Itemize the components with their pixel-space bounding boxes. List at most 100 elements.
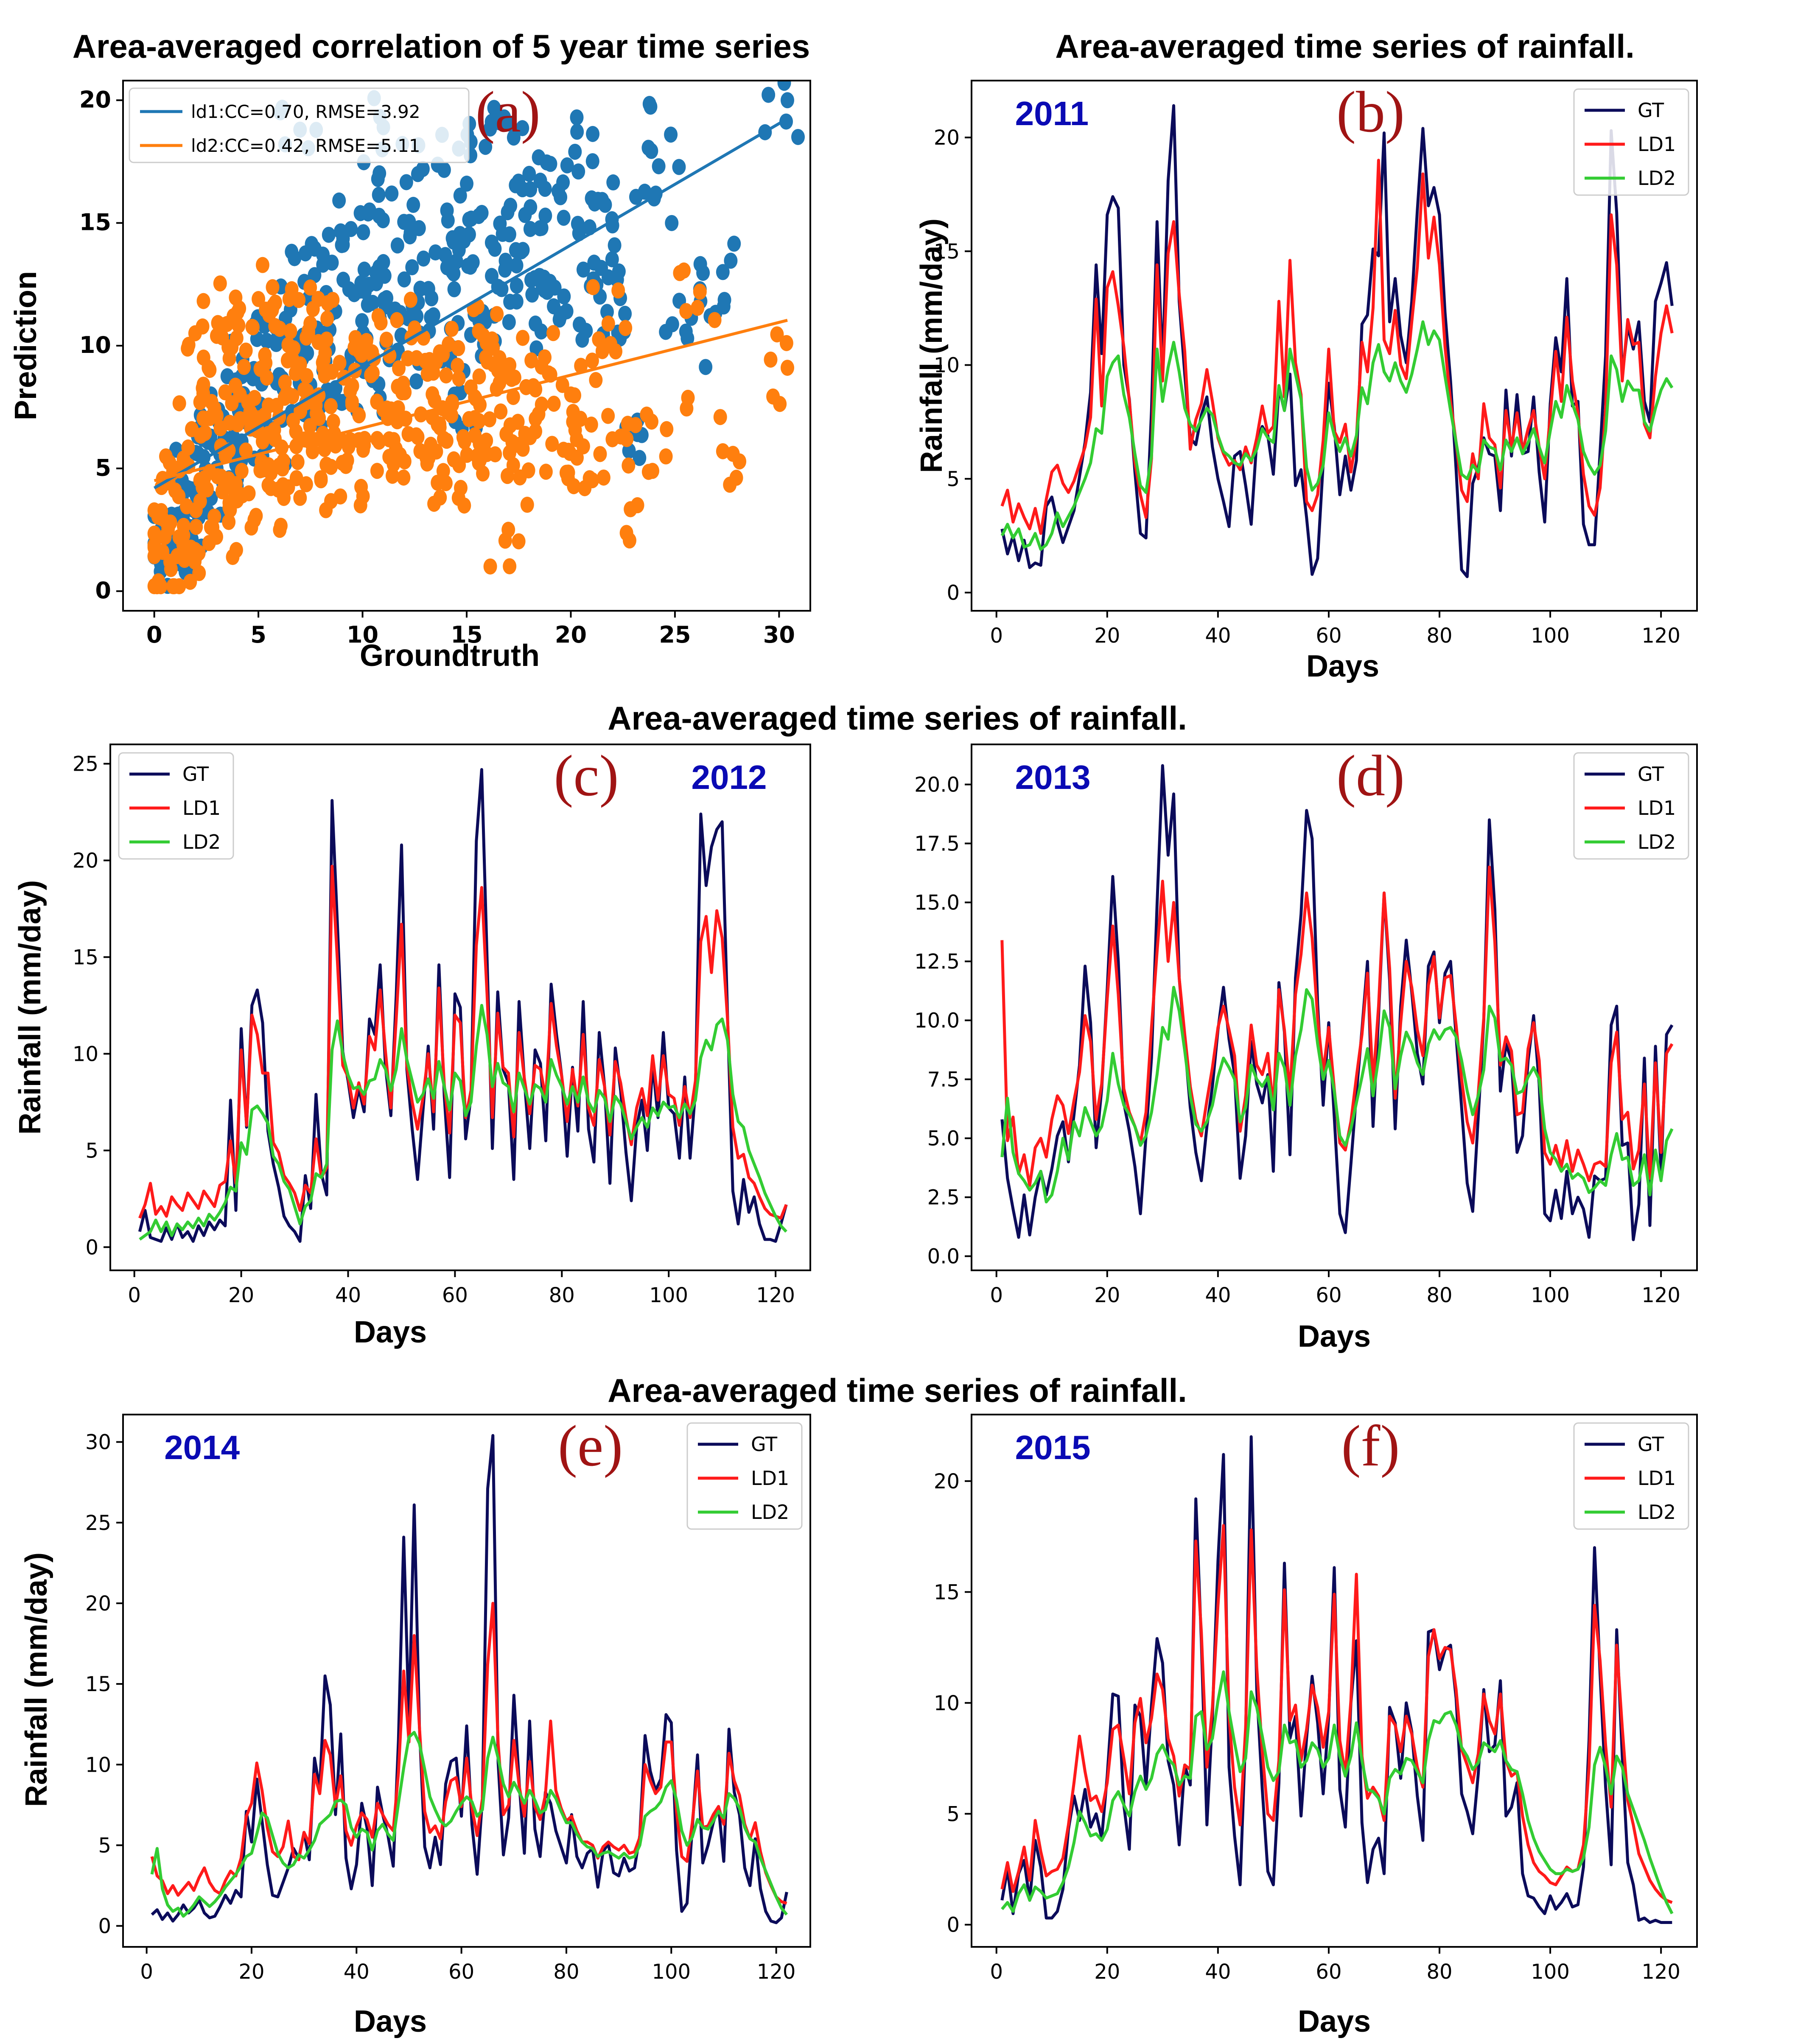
scatter-point bbox=[538, 207, 552, 224]
legend-box bbox=[129, 87, 470, 163]
scatter-point bbox=[378, 268, 392, 284]
scatter-point bbox=[546, 325, 560, 341]
scatter-point bbox=[621, 416, 635, 432]
scatter-point bbox=[382, 449, 396, 465]
x-tick-label: 20 bbox=[228, 1283, 254, 1307]
legend-entry: GT bbox=[1638, 1433, 1664, 1456]
plot-area-d bbox=[1000, 764, 1674, 1241]
scatter-point bbox=[608, 237, 622, 254]
scatter-point bbox=[726, 446, 740, 462]
scatter-point bbox=[384, 401, 398, 418]
scatter-point bbox=[300, 368, 314, 384]
scatter-point bbox=[493, 350, 507, 366]
plot-area-c bbox=[138, 768, 788, 1243]
scatter-point bbox=[420, 366, 434, 382]
scatter-point bbox=[419, 449, 433, 466]
scatter-point bbox=[340, 452, 354, 469]
y-tick-label: 15 bbox=[934, 240, 960, 263]
series-line-ld1 bbox=[150, 1602, 787, 1905]
panel-label: (f) bbox=[1341, 1413, 1400, 1478]
y-tick-label: 25 bbox=[85, 1511, 111, 1535]
y-tick-label: 10 bbox=[934, 1692, 960, 1715]
scatter-point bbox=[693, 283, 707, 300]
series-line-ld1 bbox=[1000, 865, 1674, 1187]
scatter-point bbox=[762, 87, 776, 103]
y-tick-label: 12.5 bbox=[914, 950, 960, 974]
scatter-point bbox=[781, 92, 794, 109]
scatter-point bbox=[292, 292, 306, 308]
panel-c: 0 20 40 60 80 100 120 0 5 10 15 20 25 Days Rainfall (m… bbox=[13, 743, 811, 1349]
scatter-point bbox=[325, 254, 339, 271]
x-tick-label: 40 bbox=[1205, 624, 1231, 648]
scatter-point bbox=[764, 351, 778, 368]
scatter-point bbox=[258, 407, 272, 423]
scatter-point bbox=[286, 388, 300, 405]
scatter-point bbox=[457, 232, 471, 249]
scatter-point bbox=[592, 331, 606, 347]
scatter-point bbox=[677, 262, 691, 279]
scatter-point bbox=[485, 331, 499, 348]
scatter-point bbox=[494, 403, 508, 420]
scatter-point bbox=[226, 480, 240, 497]
scatter-point bbox=[601, 315, 615, 332]
scatter-point bbox=[618, 305, 632, 322]
y-tick-label: 0 bbox=[98, 1915, 111, 1938]
y-tick-label: 5 bbox=[98, 1834, 111, 1857]
y-tick-label: 5 bbox=[95, 454, 111, 481]
x-tick-label: 60 bbox=[1316, 624, 1341, 648]
x-tick-label: 80 bbox=[1426, 624, 1452, 648]
scatter-point bbox=[445, 321, 459, 337]
scatter-point bbox=[293, 356, 307, 373]
panel-label: (d) bbox=[1336, 743, 1405, 808]
scatter-point bbox=[566, 404, 580, 420]
scatter-point bbox=[393, 447, 407, 463]
scatter-point bbox=[314, 470, 328, 487]
scatter-point bbox=[403, 291, 417, 308]
scatter-point bbox=[385, 185, 399, 202]
x-tick-label: 80 bbox=[1426, 1960, 1452, 1984]
y-tick-label: 0 bbox=[947, 581, 960, 605]
scatter-point bbox=[779, 335, 793, 351]
scatter-point bbox=[506, 389, 520, 405]
scatter-point bbox=[245, 319, 259, 335]
scatter-point bbox=[644, 98, 658, 115]
scatter-point bbox=[299, 476, 313, 492]
scatter-point bbox=[392, 360, 406, 377]
scatter-point bbox=[358, 283, 372, 299]
scatter-point bbox=[440, 202, 454, 219]
legend-entry: LD1 bbox=[182, 797, 221, 819]
y-tick-label: 15 bbox=[79, 209, 111, 236]
scatter-point bbox=[547, 395, 561, 412]
scatter-point bbox=[660, 421, 674, 437]
scatter-point bbox=[147, 548, 161, 565]
plot-area-e bbox=[150, 1434, 788, 1924]
scatter-point bbox=[446, 233, 460, 250]
scatter-point bbox=[529, 423, 543, 439]
scatter-point bbox=[326, 414, 340, 430]
scatter-point bbox=[540, 284, 554, 300]
scatter-point bbox=[512, 533, 526, 550]
legend-entry: LD2 bbox=[751, 1501, 789, 1524]
legend-entry: GT bbox=[1638, 99, 1664, 122]
x-tick-label: 20 bbox=[555, 621, 587, 648]
y-tick-label: 0.0 bbox=[927, 1245, 960, 1269]
series-line-gt bbox=[1000, 764, 1674, 1241]
scatter-point bbox=[228, 377, 242, 394]
x-tick-label: 80 bbox=[553, 1960, 579, 1984]
scatter-point bbox=[409, 373, 423, 390]
scatter-point bbox=[293, 489, 307, 506]
plot-area-b bbox=[1000, 104, 1674, 578]
x-tick-label: 120 bbox=[757, 1960, 796, 1984]
scatter-point bbox=[225, 395, 239, 411]
y-tick-label: 5.0 bbox=[927, 1127, 960, 1151]
legend: ld1:CC=0.70, RMSE=3.92 ld2:CC=0.42, RMSE=… bbox=[129, 87, 470, 163]
scatter-point bbox=[727, 235, 741, 252]
scatter-point bbox=[324, 398, 338, 414]
scatter-point bbox=[297, 382, 311, 398]
scatter-point bbox=[560, 157, 574, 173]
scatter-point bbox=[235, 463, 249, 479]
scatter-point bbox=[324, 493, 338, 509]
scatter-point bbox=[332, 192, 346, 209]
panels: 0 5 10 15 20 25 30 0 5 10 15 20 Groundtruth Predictio… bbox=[9, 79, 1698, 2038]
scatter-point bbox=[510, 277, 524, 294]
